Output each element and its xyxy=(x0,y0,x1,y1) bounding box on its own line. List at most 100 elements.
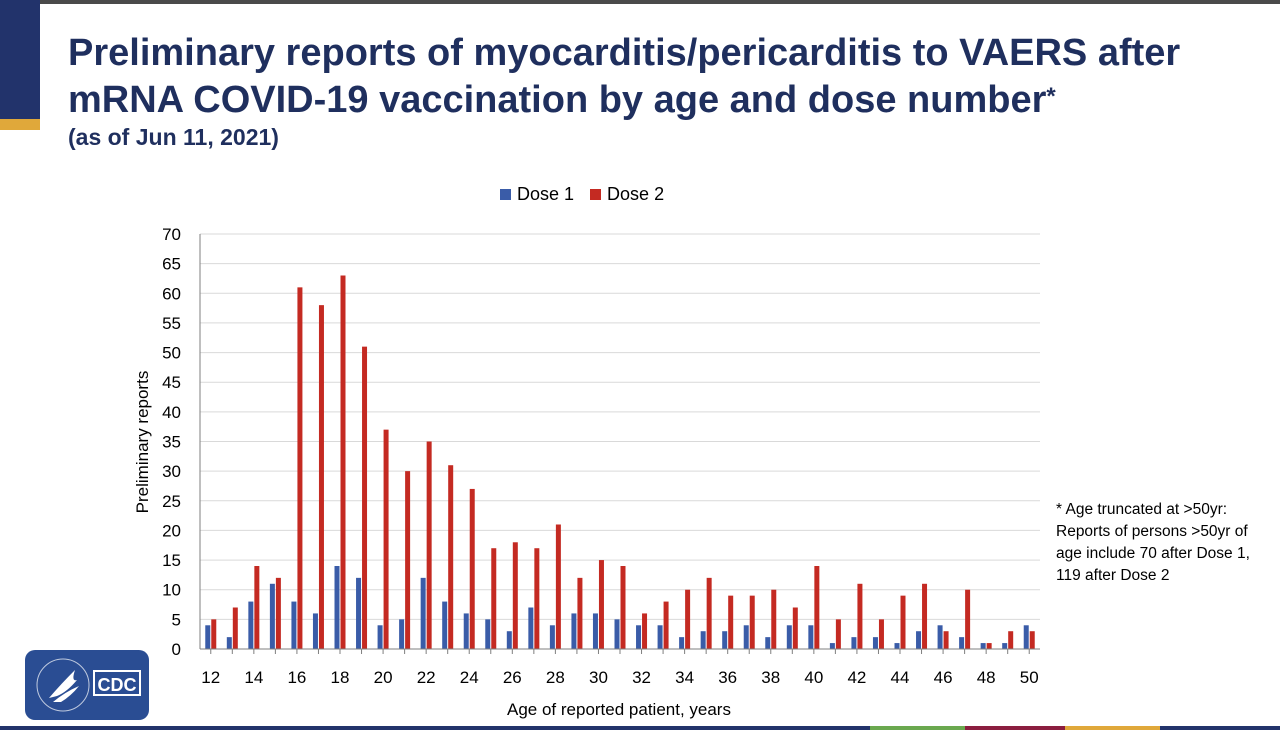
bar-dose2 xyxy=(857,583,863,649)
bar-dose1 xyxy=(679,637,685,649)
bar-dose1 xyxy=(937,625,943,649)
x-tick-label: 50 xyxy=(1020,668,1039,687)
bar-dose2 xyxy=(922,583,928,649)
bar-dose2 xyxy=(878,619,884,649)
bottom-strip-navy xyxy=(1160,726,1280,730)
bar-dose1 xyxy=(312,613,318,649)
y-tick-label: 10 xyxy=(162,581,181,600)
bar-dose2 xyxy=(491,548,497,649)
x-tick-label: 32 xyxy=(632,668,651,687)
legend-swatch-dose2 xyxy=(590,189,602,200)
x-tick-label: 42 xyxy=(847,668,866,687)
y-tick-label: 55 xyxy=(162,314,181,333)
cdc-logo: CDC xyxy=(25,650,149,720)
x-tick-label: 28 xyxy=(546,668,565,687)
bar-dose2 xyxy=(986,643,992,649)
bar-dose1 xyxy=(657,625,663,649)
bar-dose2 xyxy=(211,619,217,649)
bar-dose2 xyxy=(577,577,583,649)
bar-dose1 xyxy=(205,625,211,649)
chart-axes xyxy=(199,234,1040,654)
y-tick-label: 30 xyxy=(162,462,181,481)
y-tick-label: 5 xyxy=(172,610,181,629)
bar-dose1 xyxy=(269,583,275,649)
title-asterisk: * xyxy=(1046,83,1056,110)
x-tick-label: 36 xyxy=(718,668,737,687)
x-tick-label: 24 xyxy=(460,668,479,687)
x-tick-label: 38 xyxy=(761,668,780,687)
bottom-strip-gold xyxy=(1065,726,1160,730)
bar-dose1 xyxy=(829,643,835,649)
bar-dose2 xyxy=(512,542,518,649)
bar-dose1 xyxy=(291,601,297,649)
bar-dose1 xyxy=(528,607,534,649)
bar-dose1 xyxy=(226,637,232,649)
x-tick-label: 30 xyxy=(589,668,608,687)
bar-dose2 xyxy=(771,589,777,649)
bar-dose1 xyxy=(549,625,555,649)
y-tick-label: 15 xyxy=(162,551,181,570)
bar-dose2 xyxy=(792,607,798,649)
x-tick-label: 44 xyxy=(891,668,910,687)
bar-dose2 xyxy=(318,305,324,649)
chart-bars xyxy=(205,275,1035,649)
accent-bar-gold xyxy=(0,119,40,130)
y-tick-label: 65 xyxy=(162,255,181,274)
bar-dose1 xyxy=(959,637,965,649)
bottom-strip-blue xyxy=(0,726,870,730)
bar-dose1 xyxy=(851,637,857,649)
x-tick-label: 16 xyxy=(287,668,306,687)
bar-dose2 xyxy=(275,577,281,649)
bar-dose2 xyxy=(814,566,820,649)
chart-grid xyxy=(200,233,1040,620)
bar-dose2 xyxy=(232,607,238,649)
legend-label-dose1: Dose 1 xyxy=(517,184,575,204)
slide-title: Preliminary reports of myocarditis/peric… xyxy=(68,30,1218,124)
bar-dose2 xyxy=(749,595,755,649)
bar-dose2 xyxy=(1008,631,1014,649)
bar-dose1 xyxy=(420,577,426,649)
legend-item-dose1: Dose 1 xyxy=(500,184,574,205)
legend-label-dose2: Dose 2 xyxy=(607,184,665,204)
bar-dose1 xyxy=(916,631,922,649)
bar-dose2 xyxy=(405,471,411,649)
y-tick-label: 45 xyxy=(162,373,181,392)
y-tick-label: 70 xyxy=(162,225,181,244)
bar-dose2 xyxy=(835,619,841,649)
bar-dose1 xyxy=(592,613,598,649)
bar-dose2 xyxy=(254,566,260,649)
bar-dose2 xyxy=(1029,631,1035,649)
x-tick-label: 12 xyxy=(201,668,220,687)
bar-dose2 xyxy=(362,346,368,649)
bar-dose2 xyxy=(728,595,734,649)
bar-dose2 xyxy=(663,601,669,649)
y-tick-label: 60 xyxy=(162,284,181,303)
y-tick-label: 35 xyxy=(162,433,181,452)
bar-dose2 xyxy=(685,589,691,649)
bar-dose1 xyxy=(377,625,383,649)
bar-dose1 xyxy=(1002,643,1008,649)
y-axis-label: Preliminary reports xyxy=(133,371,152,514)
x-tick-label: 40 xyxy=(804,668,823,687)
x-tick-label: 14 xyxy=(244,668,263,687)
y-tick-label: 25 xyxy=(162,492,181,511)
bar-dose1 xyxy=(722,631,728,649)
bar-dose2 xyxy=(620,566,626,649)
bar-dose1 xyxy=(442,601,448,649)
legend-item-dose2: Dose 2 xyxy=(590,184,664,205)
hhs-eagle-icon xyxy=(36,658,90,712)
bar-dose1 xyxy=(485,619,491,649)
x-tick-label: 48 xyxy=(977,668,996,687)
bar-dose1 xyxy=(334,566,340,649)
y-tick-label: 50 xyxy=(162,344,181,363)
bar-dose2 xyxy=(642,613,648,649)
bar-dose1 xyxy=(248,601,254,649)
bar-dose1 xyxy=(614,619,620,649)
bar-dose1 xyxy=(1023,625,1029,649)
chart-legend: Dose 1 Dose 2 xyxy=(500,184,664,205)
bar-dose1 xyxy=(356,577,362,649)
chart-ticks: 0 5 10 15 20 25 30 35 40 45 50 55 60 65 70 12 14 16 18 20 22… xyxy=(162,225,1039,687)
bar-dose2 xyxy=(965,589,971,649)
x-tick-label: 20 xyxy=(374,668,393,687)
